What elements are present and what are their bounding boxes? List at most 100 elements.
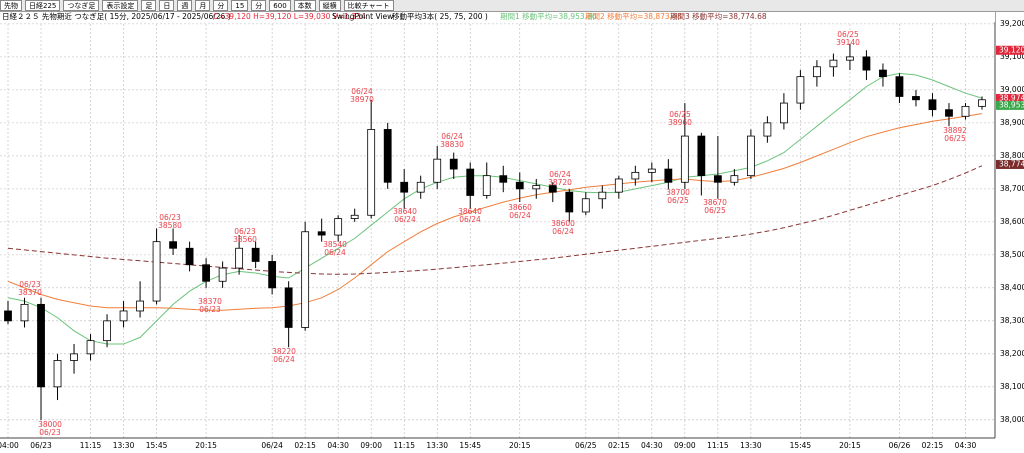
candle-body xyxy=(548,185,557,193)
candle-body xyxy=(730,175,739,183)
candle-body xyxy=(928,99,937,111)
candle-body xyxy=(284,287,293,328)
swing-point-label: 06/23 xyxy=(39,428,61,437)
candle-body xyxy=(218,267,227,282)
x-tick-label: 09:00 xyxy=(674,441,696,450)
candle-body xyxy=(598,191,607,200)
x-tick-label: 04:00 xyxy=(0,441,19,450)
candle-body xyxy=(4,310,12,322)
swing-point-label: 38540 xyxy=(323,240,347,249)
x-tick-label: 15:45 xyxy=(459,441,481,450)
swing-point-label: 39140 xyxy=(836,38,860,47)
swing-point-label: 38700 xyxy=(666,188,690,197)
x-tick-label: 13:30 xyxy=(426,441,448,450)
toolbar-item[interactable]: 縦横 xyxy=(318,0,341,11)
candle-body xyxy=(367,129,376,216)
price-tag-label: 38,953 xyxy=(999,100,1024,109)
swing-point-label: 38720 xyxy=(548,178,572,187)
candle-body xyxy=(383,129,392,183)
toolbar-item[interactable]: 表示設定 xyxy=(102,0,139,11)
candle-body xyxy=(301,231,310,328)
swing-point-label: 38660 xyxy=(508,203,532,212)
candle-body xyxy=(895,76,904,97)
toolbar-item[interactable]: 週 xyxy=(177,0,193,11)
candle-body xyxy=(416,181,425,193)
candle-body xyxy=(713,175,722,183)
toolbar-item[interactable]: 日 xyxy=(159,0,175,11)
candle-body xyxy=(862,56,871,71)
toolbar-item[interactable]: 先物 xyxy=(0,0,22,11)
x-tick-label: 09:00 xyxy=(360,441,382,450)
toolbar-item[interactable]: 月 xyxy=(195,0,211,11)
toolbar-item[interactable]: 分 xyxy=(251,0,267,11)
price-tag-label: 38,774 xyxy=(999,159,1024,168)
toolbar-item[interactable]: 分 xyxy=(213,0,229,11)
swing-point-label: 38670 xyxy=(703,198,727,207)
candle-body xyxy=(482,175,491,196)
swing-point-label: 06/24 xyxy=(441,132,463,141)
swing-point-label: 38000 xyxy=(38,420,62,429)
candle-body xyxy=(581,198,590,213)
candle-body xyxy=(152,241,161,302)
y-tick-label: 39,100 xyxy=(1000,52,1024,61)
price-tag xyxy=(996,100,1024,110)
swing-point-label: 06/24 xyxy=(394,215,416,224)
x-tick-label: 15:45 xyxy=(146,441,168,450)
swing-point-label: 06/24 xyxy=(324,248,346,257)
candle-body xyxy=(449,158,458,170)
swing-point-label: 38970 xyxy=(350,95,374,104)
x-tick-label: 20:15 xyxy=(839,441,861,450)
swing-point-label: 38370 xyxy=(198,297,222,306)
swing-point-label: 38560 xyxy=(233,235,257,244)
candle-body xyxy=(829,59,838,68)
candle-body xyxy=(532,185,541,190)
candle-body xyxy=(70,353,78,361)
price-info: C=39,120 H=39,120 L=39,030 V=1,334 xyxy=(213,12,366,21)
candle-body xyxy=(235,247,244,269)
candle-body xyxy=(912,96,920,101)
swing-point-label: 06/25 xyxy=(944,134,966,143)
swing-point-label: 38830 xyxy=(440,140,464,149)
candle-body xyxy=(317,231,326,236)
candle-body xyxy=(433,158,442,183)
swing-point-label: 38892 xyxy=(943,126,967,135)
price-tag xyxy=(996,93,1024,103)
moving-average-line xyxy=(7,113,983,311)
x-tick-label: 20:15 xyxy=(509,441,531,450)
swing-point-label: 06/24 xyxy=(273,355,295,364)
candle-body xyxy=(20,303,29,322)
candle-body xyxy=(697,135,706,177)
candle-body xyxy=(119,310,128,322)
toolbar-item[interactable]: 15 xyxy=(231,0,249,11)
swing-point-label: 06/24 xyxy=(509,211,531,220)
toolbar-item[interactable]: 比較チャート xyxy=(343,0,394,11)
y-tick-label: 39,000 xyxy=(1000,85,1024,94)
toolbar-item[interactable]: 日経225 xyxy=(25,0,61,11)
swing-point-label: 06/23 xyxy=(199,305,221,314)
y-tick-label: 38,900 xyxy=(1000,118,1024,127)
header-bg xyxy=(0,12,995,22)
swing-point-label: 06/25 xyxy=(837,30,859,39)
candle-body xyxy=(466,168,475,196)
swing-point-label: 38600 xyxy=(551,219,575,228)
x-tick-label: 11:15 xyxy=(707,441,729,450)
price-tag-label: 38,974 xyxy=(999,93,1024,102)
toolbar-item[interactable]: 本数 xyxy=(293,0,316,11)
swing-point-label: 06/23 xyxy=(159,213,181,222)
toolbar-item[interactable]: 600 xyxy=(269,0,291,11)
moving-average-line xyxy=(7,165,983,275)
candle-body xyxy=(169,241,177,249)
x-tick-label: 04:30 xyxy=(327,441,349,450)
swing-point-label: 06/24 xyxy=(552,227,574,236)
y-tick-label: 38,300 xyxy=(1000,316,1024,325)
swing-point-label: 06/25 xyxy=(667,196,689,205)
toolbar-item[interactable]: 足 xyxy=(141,0,157,11)
swing-point-label: 38370 xyxy=(18,288,42,297)
candle-body xyxy=(136,300,144,312)
x-tick-label: 06/25 xyxy=(575,441,597,450)
candle-body xyxy=(945,109,953,117)
candle-body xyxy=(680,135,689,183)
toolbar-item[interactable]: つなぎ足 xyxy=(63,0,100,11)
y-tick-label: 38,600 xyxy=(1000,217,1024,226)
